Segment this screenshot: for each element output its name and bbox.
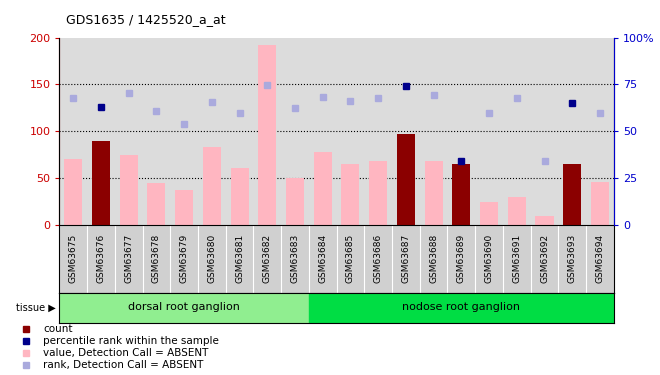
Text: nodose root ganglion: nodose root ganglion [403, 303, 520, 312]
Text: GSM63678: GSM63678 [152, 234, 161, 284]
Text: GSM63691: GSM63691 [512, 234, 521, 284]
Text: dorsal root ganglion: dorsal root ganglion [128, 303, 240, 312]
Text: count: count [43, 324, 73, 334]
Bar [397, 134, 415, 225]
Text: GSM63693: GSM63693 [568, 234, 577, 284]
Bar [230, 168, 249, 225]
Text: GSM63675: GSM63675 [69, 234, 78, 284]
Text: GSM63679: GSM63679 [180, 234, 189, 284]
Text: value, Detection Call = ABSENT: value, Detection Call = ABSENT [43, 348, 209, 358]
Bar [286, 178, 304, 225]
Text: GSM63682: GSM63682 [263, 234, 272, 284]
Bar [314, 152, 332, 225]
Bar [369, 161, 387, 225]
Bar [535, 216, 554, 225]
Text: rank, Detection Call = ABSENT: rank, Detection Call = ABSENT [43, 360, 203, 370]
Text: GSM63677: GSM63677 [124, 234, 133, 284]
Bar [258, 45, 277, 225]
Text: GSM63680: GSM63680 [207, 234, 216, 284]
Bar [147, 183, 166, 225]
Bar [119, 154, 138, 225]
Bar [92, 141, 110, 225]
Bar [563, 164, 581, 225]
Bar [203, 147, 221, 225]
Text: GSM63685: GSM63685 [346, 234, 355, 284]
Text: GSM63689: GSM63689 [457, 234, 466, 284]
Text: GSM63686: GSM63686 [374, 234, 383, 284]
Bar [309, 292, 614, 322]
Text: GSM63690: GSM63690 [484, 234, 494, 284]
Bar [175, 190, 193, 225]
Text: percentile rank within the sample: percentile rank within the sample [43, 336, 218, 346]
Bar [59, 292, 309, 322]
Bar [452, 164, 471, 225]
Text: GSM63681: GSM63681 [235, 234, 244, 284]
Text: GSM63692: GSM63692 [540, 234, 549, 284]
Text: GSM63694: GSM63694 [595, 234, 605, 284]
Bar [64, 159, 82, 225]
Bar [508, 197, 526, 225]
Text: GSM63676: GSM63676 [96, 234, 106, 284]
Text: GSM63687: GSM63687 [401, 234, 411, 284]
Text: tissue ▶: tissue ▶ [16, 303, 56, 312]
Text: GSM63683: GSM63683 [290, 234, 300, 284]
Text: GSM63684: GSM63684 [318, 234, 327, 284]
Text: GSM63688: GSM63688 [429, 234, 438, 284]
Bar [341, 164, 360, 225]
Bar [591, 182, 609, 225]
Text: GDS1635 / 1425520_a_at: GDS1635 / 1425520_a_at [66, 13, 226, 26]
Bar [480, 202, 498, 225]
Bar [424, 161, 443, 225]
